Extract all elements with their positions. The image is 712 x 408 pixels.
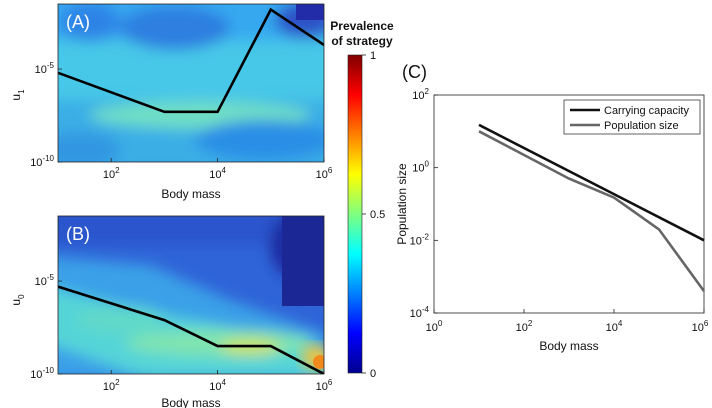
legend-label-population-size: Population size	[604, 120, 679, 132]
legend-box	[563, 99, 701, 135]
legend-label-carrying-capacity: Carrying capacity	[604, 105, 689, 117]
x-ticks-a: 102 104 106	[103, 158, 333, 181]
panel-label-a: (A)	[66, 12, 90, 32]
colorbar-title-line1: Prevalence	[330, 19, 394, 33]
panel-b: (B) 102 104 106 10-5 10-10 Body mass u0	[9, 215, 333, 408]
x-tick-label: 102	[103, 378, 120, 393]
x-ticks-c: 100 102 104 106	[426, 309, 709, 334]
line-b	[58, 285, 324, 374]
series-c	[478, 123, 706, 292]
colorbar-tick-label: 1	[370, 50, 376, 62]
line-a	[58, 7, 324, 114]
x-ticks-b: 102 104 106	[103, 370, 333, 393]
x-tick-label: 104	[209, 166, 226, 181]
x-tick-label: 104	[209, 378, 226, 393]
colorbar-ticks: 10.50	[362, 50, 385, 380]
x-axis-label-c: Body mass	[539, 339, 598, 353]
y-ticks-c: 102 100 10-2 10-4	[410, 87, 438, 320]
series-line-population-size	[478, 130, 706, 292]
legend-c: Carrying capacity Population size	[563, 99, 701, 135]
x-axis-label-a: Body mass	[161, 187, 220, 201]
heatmap-b	[58, 216, 324, 374]
axes-frame-a	[57, 3, 325, 163]
colorbar-gradient	[347, 54, 363, 374]
colorbar-tick-label: 0.5	[370, 209, 385, 221]
axes-frame-b	[57, 215, 325, 375]
y-axis-label-a: u1	[9, 89, 26, 101]
y-axis-label-b: u0	[9, 294, 26, 306]
y-tick-label: 10-4	[410, 305, 430, 320]
x-tick-label: 106	[316, 378, 333, 393]
colorbar-tick-label: 0	[370, 368, 376, 380]
x-tick-label: 106	[316, 166, 333, 181]
y-tick-label: 10-10	[30, 366, 54, 381]
x-axis-label-b: Body mass	[161, 396, 220, 408]
x-tick-label: 102	[103, 166, 120, 181]
y-tick-label: 10-2	[410, 232, 430, 247]
x-tick-label: 102	[516, 319, 533, 334]
x-tick-label: 100	[426, 319, 443, 334]
y-tick-label: 10-5	[35, 273, 55, 288]
y-tick-label: 100	[412, 160, 429, 175]
y-tick-label: 10-10	[30, 154, 54, 169]
panel-label-c: (C)	[402, 62, 427, 82]
panel-c: (C) 100 102 104 106 102 100 10-2 10-4 Carrying…	[395, 62, 709, 353]
y-ticks-a: 10-5 10-10	[30, 61, 62, 169]
y-tick-label: 10-5	[35, 61, 55, 76]
heatmap-a	[58, 4, 324, 162]
y-ticks-b: 10-5 10-10	[30, 273, 62, 381]
x-tick-label: 106	[692, 319, 709, 334]
colorbar-title-line2: of strategy	[331, 34, 393, 48]
colorbar: Prevalence of strategy 10.50	[330, 19, 394, 380]
panel-a: (A) 102 104 106 10-5 10-10 Body mass u1	[9, 3, 333, 201]
x-tick-label: 104	[606, 319, 623, 334]
y-axis-label-c: Population size	[395, 163, 409, 245]
series-line-carrying-capacity	[478, 123, 705, 242]
panel-label-b: (B)	[66, 224, 90, 244]
y-tick-label: 102	[412, 87, 429, 102]
